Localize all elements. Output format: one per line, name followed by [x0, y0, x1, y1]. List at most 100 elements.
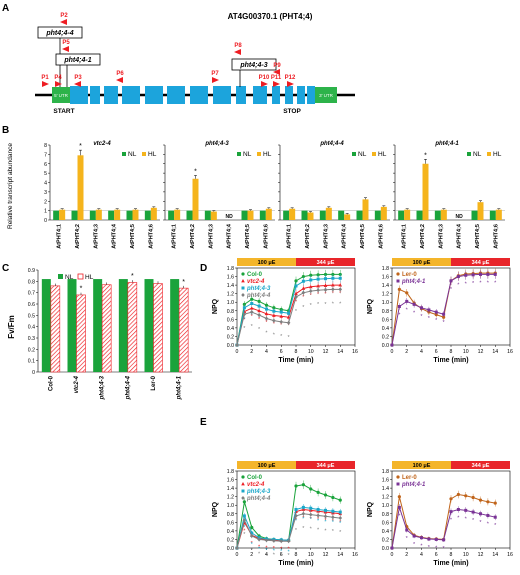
legend-swatch-hl: [77, 273, 84, 280]
point-vtc2-4: [294, 291, 298, 296]
significance-star: *: [398, 513, 401, 519]
x-tick-label: 14: [492, 552, 498, 558]
significance-star: *: [324, 528, 327, 534]
significance-star: *: [182, 279, 185, 286]
point-pht4-4-1: [442, 538, 446, 542]
panel-b-plot-pht4-4-4: pht4;4-4 NL HL AtPHT4;1 AtPHT4;2 AtPHT4;3 AtPH…: [278, 141, 390, 249]
x-tick-label: 10: [463, 349, 469, 355]
bar-nl-atpht4-3: [434, 210, 441, 220]
point-pht4-4-1: [390, 546, 394, 550]
y-tick-label: 0.8: [227, 309, 234, 315]
point-pht4-4-3: [257, 304, 261, 308]
point-pht4-4-3: [294, 508, 298, 511]
bar-hl-atpht4-6: [380, 206, 387, 220]
significance-star: *: [317, 302, 320, 308]
significance-star: *: [273, 333, 276, 339]
legend-label-nl: NL: [128, 151, 137, 158]
primer-label-5: P5: [62, 40, 70, 46]
point-pht4-4-3: [331, 509, 335, 513]
exon-8: [213, 86, 231, 104]
legend-swatch-hl: [372, 152, 376, 156]
point-pht4-4-3: [309, 506, 313, 510]
significance-star: *: [288, 546, 291, 552]
point-pht4-4-1: [449, 510, 453, 514]
exon-10: [253, 86, 267, 104]
stop-label: STOP: [283, 108, 301, 115]
significance-star: *: [273, 548, 276, 554]
light-bar-100: [237, 258, 296, 266]
bar-nl-atpht4-1: [53, 210, 60, 220]
bar-hl-atpht4-1: [59, 209, 66, 220]
point-pht4-4-1: [420, 306, 423, 310]
bar-hl-atpht4-5: [362, 199, 369, 220]
point-pht4-4-3: [272, 309, 276, 313]
significance-star: *: [302, 305, 305, 311]
point-pht4-4-4: [301, 511, 306, 516]
panel-e-letter: E: [200, 417, 207, 428]
significance-star: *: [435, 545, 438, 551]
significance-star: *: [339, 301, 342, 307]
point-pht4-4-1: [397, 305, 401, 308]
primer-label-10: P10: [259, 75, 270, 81]
significance-star: *: [194, 168, 197, 175]
legend-swatch-hl: [257, 152, 261, 156]
point-ler-0: [442, 315, 446, 319]
bar-hl-pht4-4-3: [101, 284, 112, 373]
y-tick-label: 1.0: [382, 300, 389, 306]
y-tick-label: 4: [44, 181, 47, 187]
point-pht4-4-3: [338, 510, 342, 514]
x-tick-label: 0: [391, 552, 394, 558]
significance-star: *: [443, 546, 446, 552]
y-tick-label: 6: [44, 162, 47, 168]
significance-star: *: [339, 291, 342, 297]
point-col-0: [257, 299, 261, 303]
exon-11: [272, 86, 280, 104]
bar-hl-atpht4-5: [132, 209, 139, 220]
legend-marker-vtc2-4: [241, 279, 245, 283]
legend-swatch-nl: [122, 152, 126, 156]
bar-hl-atpht4-2: [77, 155, 84, 220]
point-pht4-4-4: [264, 538, 269, 543]
point-col-0: [331, 495, 335, 500]
point-pht4-4-4: [279, 319, 284, 324]
x-tick-label: 0: [236, 349, 239, 355]
point-vtc2-4: [308, 284, 313, 289]
x-tick-label-atpht4-6: AtPHT4;6: [148, 224, 154, 249]
bar-nl-atpht4-2: [301, 210, 308, 220]
panel-a: A AT4G00370.1 (PHT4;4) 5' UTR 3' UTR STA…: [2, 3, 355, 115]
point-pht4-4-4: [249, 534, 254, 539]
x-tick-label: 8: [295, 349, 298, 355]
point-pht4-4-3: [242, 306, 246, 310]
panel-b-ylabel: Relative transcript abundance: [7, 143, 14, 229]
light-label-100: 100 μE: [413, 463, 431, 469]
legend-marker-ler-0: [396, 272, 400, 276]
x-tick-label-atpht4-1: AtPHT4;1: [402, 224, 408, 249]
significance-star: *: [288, 323, 291, 329]
significance-star: *: [280, 549, 283, 555]
significance-star: *: [457, 283, 460, 289]
point-pht4-4-1: [449, 279, 453, 283]
panel-c: C Fv/Fm 0 0.1 0.2 0.3 0.4 0.5 0.6 0.7 0.8 0.9 NL HL…: [2, 263, 192, 400]
plot-title: vtc2-4: [93, 141, 111, 147]
primer-label-7: P7: [211, 71, 219, 77]
legend-label-hl: HL: [148, 151, 157, 158]
bar-nl-atpht4-4: [338, 210, 345, 220]
y-tick-label: 0.0: [382, 343, 389, 349]
bar-hl-atpht4-2: [307, 212, 314, 220]
y-tick-label: 1.8: [227, 469, 234, 475]
bar-nl-atpht4-6: [259, 210, 266, 220]
legend-marker-pht4-4-1: [396, 482, 400, 486]
point-vtc2-4: [264, 311, 269, 316]
y-tick-label: 0.5: [28, 313, 35, 319]
exon-9: [236, 86, 246, 104]
primer-arrow-9: [273, 69, 280, 75]
point-pht4-4-4: [279, 539, 284, 544]
point-pht4-4-3: [279, 310, 283, 314]
point-vtc2-4: [257, 308, 261, 313]
significance-star: *: [406, 307, 409, 313]
significance-star: *: [280, 553, 283, 559]
point-pht4-4-1: [479, 272, 482, 276]
point-pht4-4-1: [434, 537, 438, 541]
point-pht4-4-1: [456, 508, 460, 511]
